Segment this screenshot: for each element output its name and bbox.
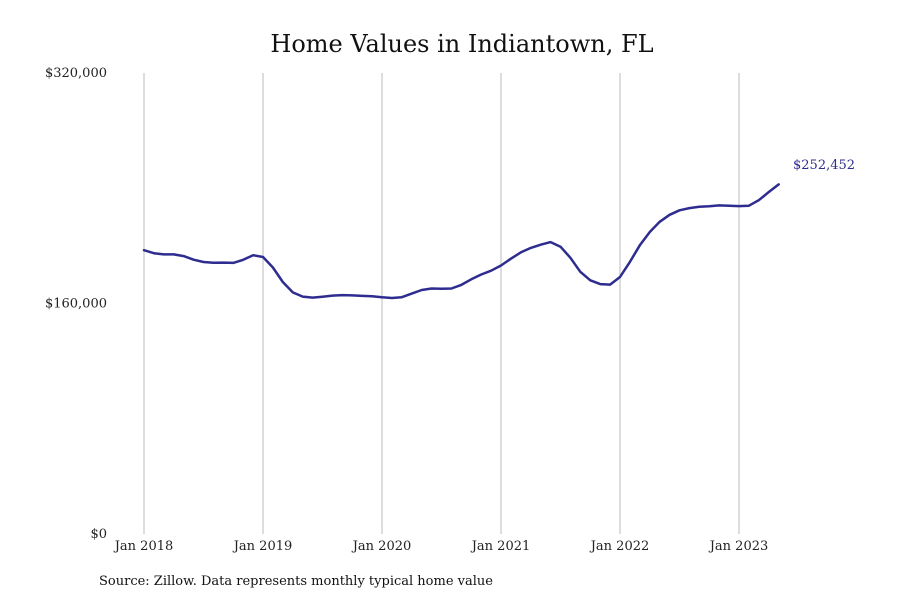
chart-title: Home Values in Indiantown, FL xyxy=(270,30,653,58)
last-value-label: $252,452 xyxy=(793,158,855,173)
x-tick-label: Jan 2023 xyxy=(708,539,769,554)
x-tick-label: Jan 2019 xyxy=(232,539,293,554)
x-axis-tick-labels: Jan 2018 Jan 2019 Jan 2020 Jan 2021 Jan 2022… xyxy=(113,539,769,554)
y-tick-label: $320,000 xyxy=(45,66,107,81)
series-layer xyxy=(142,183,780,300)
x-tick-label: Jan 2021 xyxy=(470,539,531,554)
x-tick-label: Jan 2020 xyxy=(351,539,412,554)
series-line-0 xyxy=(142,183,780,300)
source-note: Source: Zillow. Data represents monthly … xyxy=(99,574,493,589)
grid-lines xyxy=(143,73,740,534)
y-axis-tick-labels: $0 $160,000 $320,000 xyxy=(45,66,107,542)
x-tick-label: Jan 2018 xyxy=(113,539,174,554)
y-tick-label: $0 xyxy=(90,527,107,542)
y-tick-label: $160,000 xyxy=(45,297,107,312)
x-tick-label: Jan 2022 xyxy=(589,539,650,554)
